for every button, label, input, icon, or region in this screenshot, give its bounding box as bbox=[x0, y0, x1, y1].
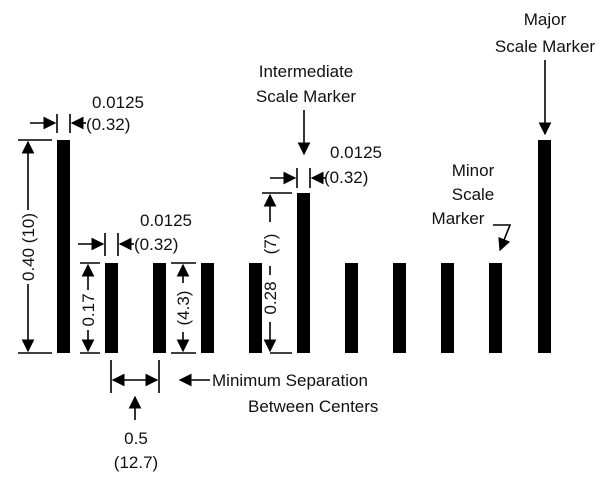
intermediate-callout: Intermediate Scale Marker bbox=[256, 62, 356, 156]
minor-callout-line3: Marker bbox=[432, 209, 485, 228]
intermediate-callout-line1: Intermediate bbox=[259, 62, 354, 81]
minor-marker-3 bbox=[201, 263, 214, 353]
minor-marker-4 bbox=[249, 263, 262, 353]
major-marker-right bbox=[538, 140, 551, 353]
minor-marker-5 bbox=[345, 263, 358, 353]
minor-width-label: 0.0125 bbox=[140, 211, 192, 230]
minor-marker-7 bbox=[441, 263, 454, 353]
pitch-mm-label: (12.7) bbox=[114, 453, 158, 472]
intermediate-width-dimension: 0.0125 (0.32) bbox=[270, 143, 382, 188]
minor-marker-8 bbox=[489, 263, 502, 353]
minor-callout: Minor Scale Marker bbox=[432, 161, 512, 252]
major-width-dimension: 0.0125 (0.32) bbox=[30, 93, 144, 134]
pitch-label: 0.5 bbox=[124, 429, 148, 448]
major-marker-left bbox=[57, 140, 70, 353]
major-height-dimension: 0.40 (10) bbox=[18, 139, 52, 354]
minor-height-dimension: 0.17 (4.3) bbox=[79, 262, 196, 354]
major-callout-line1: Major bbox=[524, 10, 567, 29]
intermediate-width-label: 0.0125 bbox=[330, 143, 382, 162]
intermediate-height-dimension: (7) 0.28 bbox=[261, 192, 292, 354]
intermediate-width-mm-label: (0.32) bbox=[324, 168, 368, 187]
minor-height-label: 0.17 bbox=[79, 293, 98, 326]
minor-marker-2 bbox=[153, 263, 166, 353]
minor-marker-6 bbox=[393, 263, 406, 353]
major-callout: Major Scale Marker bbox=[495, 10, 595, 136]
intermediate-callout-line2: Scale Marker bbox=[256, 87, 356, 106]
minor-callout-line1: Minor bbox=[452, 161, 495, 180]
major-width-mm-label: (0.32) bbox=[86, 115, 130, 134]
minor-callout-line2: Scale bbox=[452, 185, 495, 204]
intermediate-height-mm-label: (7) bbox=[261, 234, 280, 255]
intermediate-marker bbox=[297, 193, 310, 353]
minor-width-mm-label: (0.32) bbox=[134, 235, 178, 254]
major-width-label: 0.0125 bbox=[92, 93, 144, 112]
minor-height-mm-label: (4.3) bbox=[174, 291, 193, 326]
separation-label-line2: Between Centers bbox=[248, 397, 378, 416]
separation-label-line1: Minimum Separation bbox=[212, 371, 368, 390]
separation-dimension: Minimum Separation Between Centers 0.5 (… bbox=[110, 360, 378, 472]
major-callout-line2: Scale Marker bbox=[495, 37, 595, 56]
major-height-label: 0.40 (10) bbox=[19, 213, 38, 281]
minor-width-dimension: 0.0125 (0.32) bbox=[78, 211, 192, 256]
minor-marker-1 bbox=[105, 263, 118, 353]
intermediate-height-label: 0.28 bbox=[261, 281, 280, 314]
